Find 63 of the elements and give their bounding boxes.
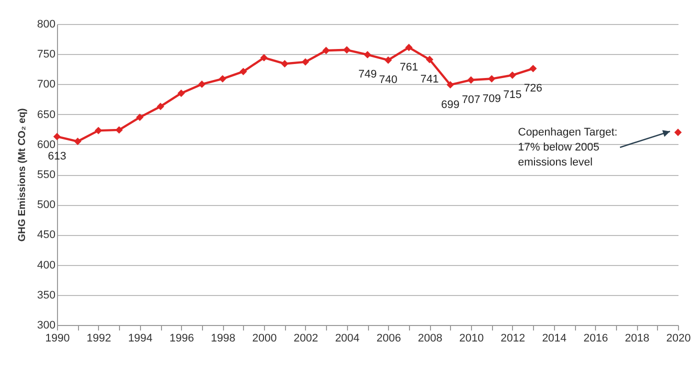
x-tick-label: 1996 <box>169 332 194 344</box>
data-label: 699 <box>441 98 460 111</box>
y-tick-label: 450 <box>37 229 56 242</box>
point <box>426 56 434 64</box>
x-tick-label: 1992 <box>86 332 112 344</box>
point <box>322 46 330 54</box>
point <box>364 50 372 58</box>
point <box>74 138 82 146</box>
data-label: 726 <box>524 82 542 95</box>
data-label: 707 <box>462 94 480 106</box>
annotation: Copenhagen Target: 17% below 2005 emissions level <box>518 126 618 168</box>
point <box>136 114 144 122</box>
point <box>156 102 164 110</box>
x-tick-label: 1998 <box>210 332 236 344</box>
point <box>467 76 475 84</box>
y-tick-label: 550 <box>37 169 56 181</box>
x-tick-label: 2014 <box>542 332 567 344</box>
y-axis-title: GHG Emissions (Mt CO₂ eq) <box>17 108 28 242</box>
point <box>384 56 392 64</box>
point <box>240 68 248 76</box>
y-tick-label: 300 <box>37 320 56 332</box>
data-label: 741 <box>420 74 439 86</box>
x-tick-label: 2020 <box>666 332 691 344</box>
point <box>302 58 310 66</box>
y-tick-label: 650 <box>37 108 56 121</box>
x-tick-label: 2000 <box>252 332 277 344</box>
y-tick-label: 750 <box>37 48 56 61</box>
point <box>53 132 61 140</box>
x-tick-label: 2004 <box>335 332 360 344</box>
y-tick-label: 500 <box>37 199 56 212</box>
point <box>280 60 288 68</box>
data-label: 709 <box>482 92 501 105</box>
x-tick-label: 1994 <box>128 332 153 344</box>
y-tick-label: 600 <box>37 138 56 151</box>
point <box>198 80 206 88</box>
y-tick-label: 350 <box>37 289 56 302</box>
y-tick-label: 700 <box>37 78 56 91</box>
x-tick-label: 2002 <box>294 332 318 344</box>
y-tick-label: 800 <box>37 18 56 30</box>
data-label: 749 <box>358 68 377 81</box>
x-tick-label: 2012 <box>500 332 526 344</box>
data-label: 715 <box>503 89 522 102</box>
y-tick-label: 400 <box>37 259 56 272</box>
data-label: 761 <box>400 61 418 74</box>
x-tick-label: 2018 <box>624 332 650 344</box>
x-tick-label: 2008 <box>418 332 442 344</box>
point <box>488 75 496 82</box>
point <box>343 46 351 54</box>
point <box>446 81 454 89</box>
point <box>218 75 226 82</box>
point <box>177 90 185 97</box>
point <box>405 44 413 52</box>
point <box>94 126 102 134</box>
point <box>529 64 537 72</box>
point <box>115 126 123 134</box>
point <box>508 71 516 79</box>
data-label: 613 <box>48 150 66 163</box>
point <box>674 128 682 136</box>
x-tick-label: 2010 <box>459 332 484 344</box>
data-label: 740 <box>379 74 398 86</box>
x-tick-label: 2006 <box>376 332 401 344</box>
x-tick-label: 2016 <box>583 332 608 344</box>
x-tick-label: 1990 <box>45 332 70 344</box>
